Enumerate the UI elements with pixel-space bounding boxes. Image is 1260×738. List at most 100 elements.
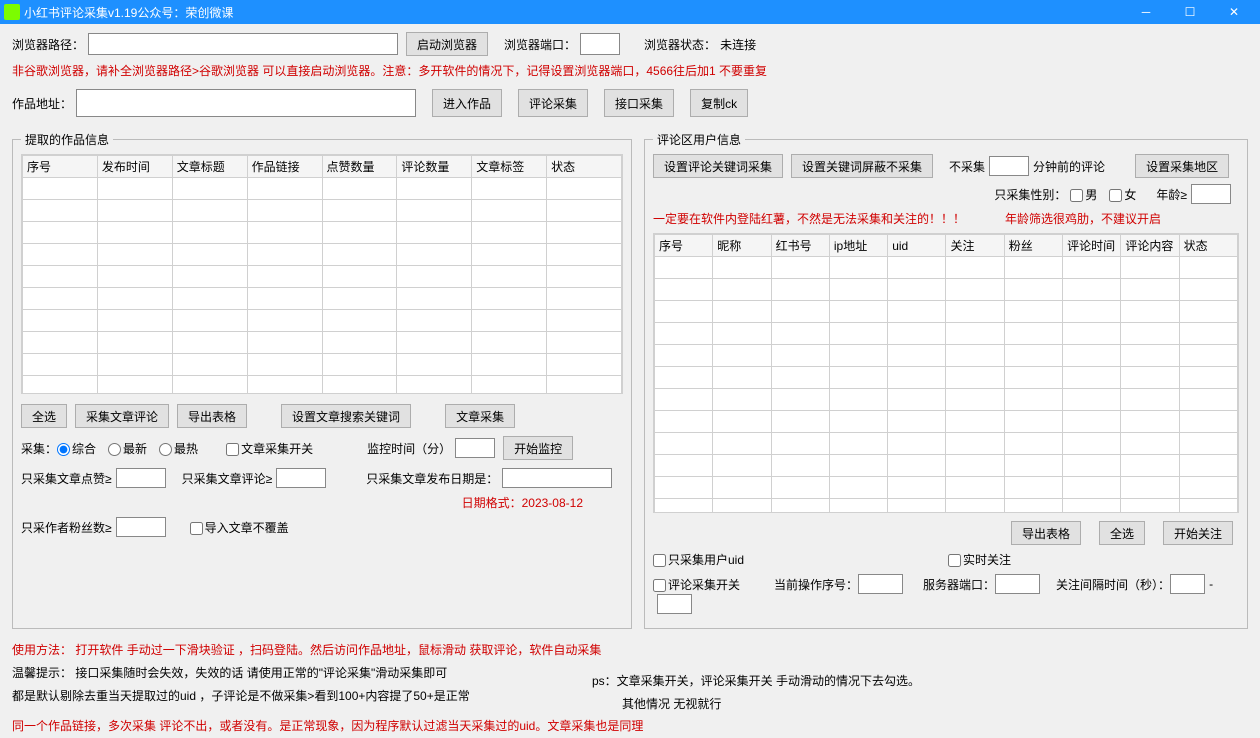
article-collect-switch-label[interactable]: 文章采集开关 — [226, 440, 313, 457]
table-row[interactable] — [655, 389, 1238, 411]
table-row[interactable] — [655, 499, 1238, 514]
start-monitor-button[interactable]: 开始监控 — [503, 436, 573, 460]
enter-work-button[interactable]: 进入作品 — [432, 89, 502, 117]
table-row[interactable] — [23, 244, 622, 266]
set-region-button[interactable]: 设置采集地区 — [1135, 154, 1229, 178]
select-all-right-button[interactable]: 全选 — [1099, 521, 1145, 545]
gender-female-checkbox[interactable] — [1109, 189, 1122, 202]
export-table-button[interactable]: 导出表格 — [177, 404, 247, 428]
table-row[interactable] — [655, 279, 1238, 301]
realtime-follow-checkbox[interactable] — [948, 554, 961, 567]
table-row[interactable] — [655, 257, 1238, 279]
works-column-header[interactable]: 评论数量 — [397, 156, 472, 178]
minutes-ago-label: 分钟前的评论 — [1033, 158, 1105, 175]
works-column-header[interactable]: 文章标题 — [172, 156, 247, 178]
table-row[interactable] — [23, 178, 622, 200]
server-port-input[interactable] — [995, 574, 1040, 594]
users-column-header[interactable]: ip地址 — [829, 235, 887, 257]
realtime-follow-label[interactable]: 实时关注 — [948, 551, 1011, 568]
follow-interval-min-input[interactable] — [1170, 574, 1205, 594]
radio-latest[interactable] — [108, 443, 121, 456]
article-collect-button[interactable]: 文章采集 — [445, 404, 515, 428]
select-all-button[interactable]: 全选 — [21, 404, 67, 428]
comment-collect-switch-label[interactable]: 评论采集开关 — [653, 576, 740, 593]
table-row[interactable] — [23, 376, 622, 395]
age-input[interactable] — [1191, 184, 1231, 204]
set-block-keyword-button[interactable]: 设置关键词屏蔽不采集 — [791, 154, 933, 178]
only-collect-uid-label[interactable]: 只采集用户uid — [653, 551, 744, 568]
table-row[interactable] — [655, 323, 1238, 345]
only-author-fans-input[interactable] — [116, 517, 166, 537]
users-column-header[interactable]: uid — [888, 235, 946, 257]
table-row[interactable] — [23, 332, 622, 354]
only-author-fans-label: 只采作者粉丝数≥ — [21, 519, 112, 536]
only-publish-date-label: 只采集文章发布日期是： — [366, 470, 498, 487]
users-column-header[interactable]: 序号 — [655, 235, 713, 257]
collect-comment-button[interactable]: 评论采集 — [518, 89, 588, 117]
gender-male-label[interactable]: 男 — [1070, 186, 1097, 203]
current-op-seq-input[interactable] — [858, 574, 903, 594]
works-column-header[interactable]: 文章标签 — [472, 156, 547, 178]
table-row[interactable] — [23, 266, 622, 288]
work-url-label: 作品地址： — [12, 95, 72, 112]
table-row[interactable] — [655, 455, 1238, 477]
only-like-input[interactable] — [116, 468, 166, 488]
works-column-header[interactable]: 点赞数量 — [322, 156, 397, 178]
import-no-overwrite-label[interactable]: 导入文章不覆盖 — [190, 519, 289, 536]
gender-female-label[interactable]: 女 — [1109, 186, 1136, 203]
table-row[interactable] — [23, 354, 622, 376]
set-comment-keyword-button[interactable]: 设置评论关键词采集 — [653, 154, 783, 178]
users-column-header[interactable]: 评论时间 — [1063, 235, 1121, 257]
radio-hottest-label[interactable]: 最热 — [159, 440, 198, 457]
table-row[interactable] — [23, 200, 622, 222]
export-table-right-button[interactable]: 导出表格 — [1011, 521, 1081, 545]
minimize-button[interactable]: ─ — [1124, 0, 1168, 24]
table-row[interactable] — [655, 411, 1238, 433]
collect-article-comment-button[interactable]: 采集文章评论 — [75, 404, 169, 428]
users-column-header[interactable]: 粉丝 — [1004, 235, 1062, 257]
gender-male-checkbox[interactable] — [1070, 189, 1083, 202]
table-row[interactable] — [655, 367, 1238, 389]
works-column-header[interactable]: 作品链接 — [247, 156, 322, 178]
radio-hottest[interactable] — [159, 443, 172, 456]
set-article-keyword-button[interactable]: 设置文章搜索关键词 — [281, 404, 411, 428]
table-row[interactable] — [655, 345, 1238, 367]
table-row[interactable] — [655, 477, 1238, 499]
works-column-header[interactable]: 状态 — [547, 156, 622, 178]
only-collect-uid-checkbox[interactable] — [653, 554, 666, 567]
table-row[interactable] — [655, 301, 1238, 323]
no-collect-minutes-input[interactable] — [989, 156, 1029, 176]
start-follow-button[interactable]: 开始关注 — [1163, 521, 1233, 545]
browser-port-input[interactable] — [580, 33, 620, 55]
table-row[interactable] — [23, 222, 622, 244]
only-publish-date-input[interactable] — [502, 468, 612, 488]
work-url-input[interactable] — [76, 89, 416, 117]
follow-interval-max-input[interactable] — [657, 594, 692, 614]
import-no-overwrite-checkbox[interactable] — [190, 522, 203, 535]
users-column-header[interactable]: 评论内容 — [1121, 235, 1179, 257]
works-column-header[interactable]: 发布时间 — [97, 156, 172, 178]
works-column-header[interactable]: 序号 — [23, 156, 98, 178]
users-column-header[interactable]: 关注 — [946, 235, 1004, 257]
users-column-header[interactable]: 红书号 — [771, 235, 829, 257]
browser-status-value: 未连接 — [720, 36, 756, 53]
table-row[interactable] — [23, 310, 622, 332]
copy-ck-button[interactable]: 复制ck — [690, 89, 748, 117]
monitor-time-input[interactable] — [455, 438, 495, 458]
content-area: 浏览器路径： 启动浏览器 浏览器端口： 浏览器状态： 未连接 非谷歌浏览器，请补… — [0, 24, 1260, 738]
launch-browser-button[interactable]: 启动浏览器 — [406, 32, 488, 56]
close-button[interactable]: ✕ — [1212, 0, 1256, 24]
radio-comprehensive[interactable] — [57, 443, 70, 456]
maximize-button[interactable]: ☐ — [1168, 0, 1212, 24]
comment-collect-switch-checkbox[interactable] — [653, 579, 666, 592]
only-comment-input[interactable] — [276, 468, 326, 488]
browser-path-input[interactable] — [88, 33, 398, 55]
api-collect-button[interactable]: 接口采集 — [604, 89, 674, 117]
users-column-header[interactable]: 状态 — [1179, 235, 1237, 257]
table-row[interactable] — [23, 288, 622, 310]
radio-latest-label[interactable]: 最新 — [108, 440, 147, 457]
radio-comprehensive-label[interactable]: 综合 — [57, 440, 96, 457]
table-row[interactable] — [655, 433, 1238, 455]
users-column-header[interactable]: 昵称 — [713, 235, 771, 257]
article-collect-switch-checkbox[interactable] — [226, 443, 239, 456]
